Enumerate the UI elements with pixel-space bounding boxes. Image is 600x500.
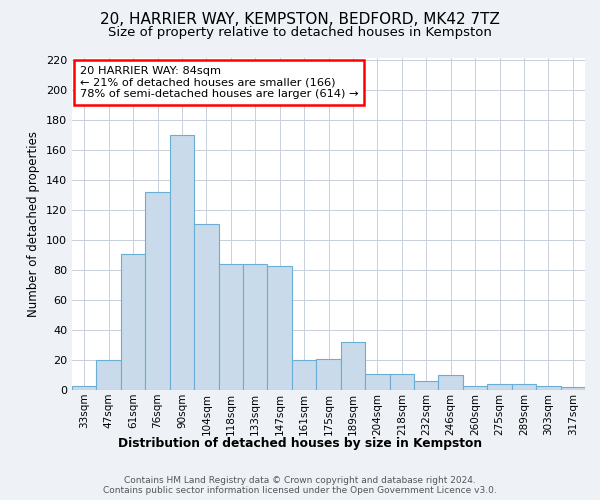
Bar [463, 386, 487, 390]
Bar [389, 374, 414, 390]
Bar [487, 384, 512, 390]
Y-axis label: Number of detached properties: Number of detached properties [28, 130, 40, 317]
Bar [268, 266, 292, 390]
Bar [414, 381, 439, 390]
Bar [365, 374, 389, 390]
Bar [536, 386, 560, 390]
Bar [97, 360, 121, 390]
Bar [170, 136, 194, 390]
Bar [316, 358, 341, 390]
Text: Distribution of detached houses by size in Kempston: Distribution of detached houses by size … [118, 438, 482, 450]
Text: 20 HARRIER WAY: 84sqm
← 21% of detached houses are smaller (166)
78% of semi-det: 20 HARRIER WAY: 84sqm ← 21% of detached … [80, 66, 358, 99]
Text: 20, HARRIER WAY, KEMPSTON, BEDFORD, MK42 7TZ: 20, HARRIER WAY, KEMPSTON, BEDFORD, MK42… [100, 12, 500, 28]
Text: Size of property relative to detached houses in Kempston: Size of property relative to detached ho… [108, 26, 492, 39]
Bar [218, 264, 243, 390]
Bar [512, 384, 536, 390]
Bar [341, 342, 365, 390]
Bar [194, 224, 218, 390]
Bar [439, 375, 463, 390]
Bar [292, 360, 316, 390]
Bar [72, 386, 97, 390]
Bar [121, 254, 145, 390]
Bar [243, 264, 268, 390]
Text: Contains HM Land Registry data © Crown copyright and database right 2024.
Contai: Contains HM Land Registry data © Crown c… [103, 476, 497, 496]
Bar [145, 192, 170, 390]
Bar [560, 387, 585, 390]
